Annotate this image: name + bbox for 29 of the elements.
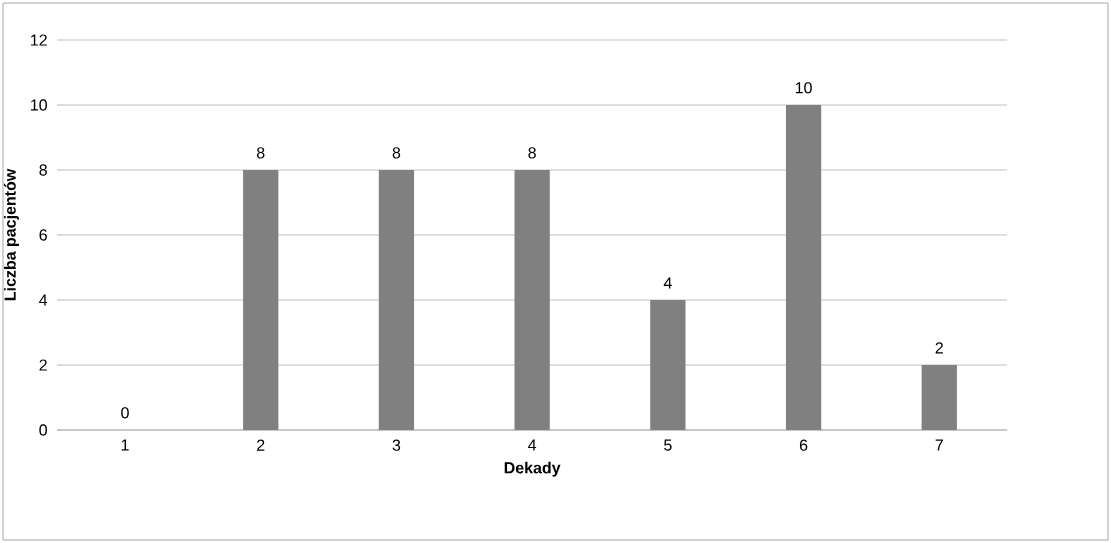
x-tick-label: 4: [528, 439, 537, 451]
x-tick-label: 6: [799, 439, 808, 451]
data-label: 8: [528, 147, 536, 159]
data-label: 0: [121, 407, 129, 419]
bar: [650, 299, 686, 430]
bar: [514, 169, 550, 430]
x-tick-label: 1: [121, 439, 129, 451]
data-label: 10: [795, 82, 812, 94]
x-tick-label: 3: [392, 439, 401, 451]
bar: [921, 364, 957, 430]
bar: [243, 169, 279, 430]
y-tick-label: 10: [31, 99, 47, 111]
y-tick-label: 2: [39, 359, 47, 371]
data-label: 4: [663, 277, 672, 289]
x-tick-label: 7: [935, 439, 943, 451]
data-label: 8: [392, 147, 401, 159]
y-tick-label: 0: [39, 424, 47, 436]
bar: [785, 104, 822, 430]
x-axis-title: Dekady: [504, 461, 561, 477]
y-tick-label: 6: [39, 229, 47, 241]
bar: [378, 169, 415, 430]
x-tick-label: 2: [257, 439, 265, 451]
y-tick-label: 12: [31, 34, 47, 46]
y-tick-label: 4: [39, 294, 48, 306]
x-tick-label: 5: [664, 439, 672, 451]
data-label: 2: [935, 342, 943, 354]
data-label: 8: [256, 147, 265, 159]
y-tick-label: 8: [39, 164, 47, 176]
y-axis-title: Liczba pacjentów: [3, 168, 19, 301]
